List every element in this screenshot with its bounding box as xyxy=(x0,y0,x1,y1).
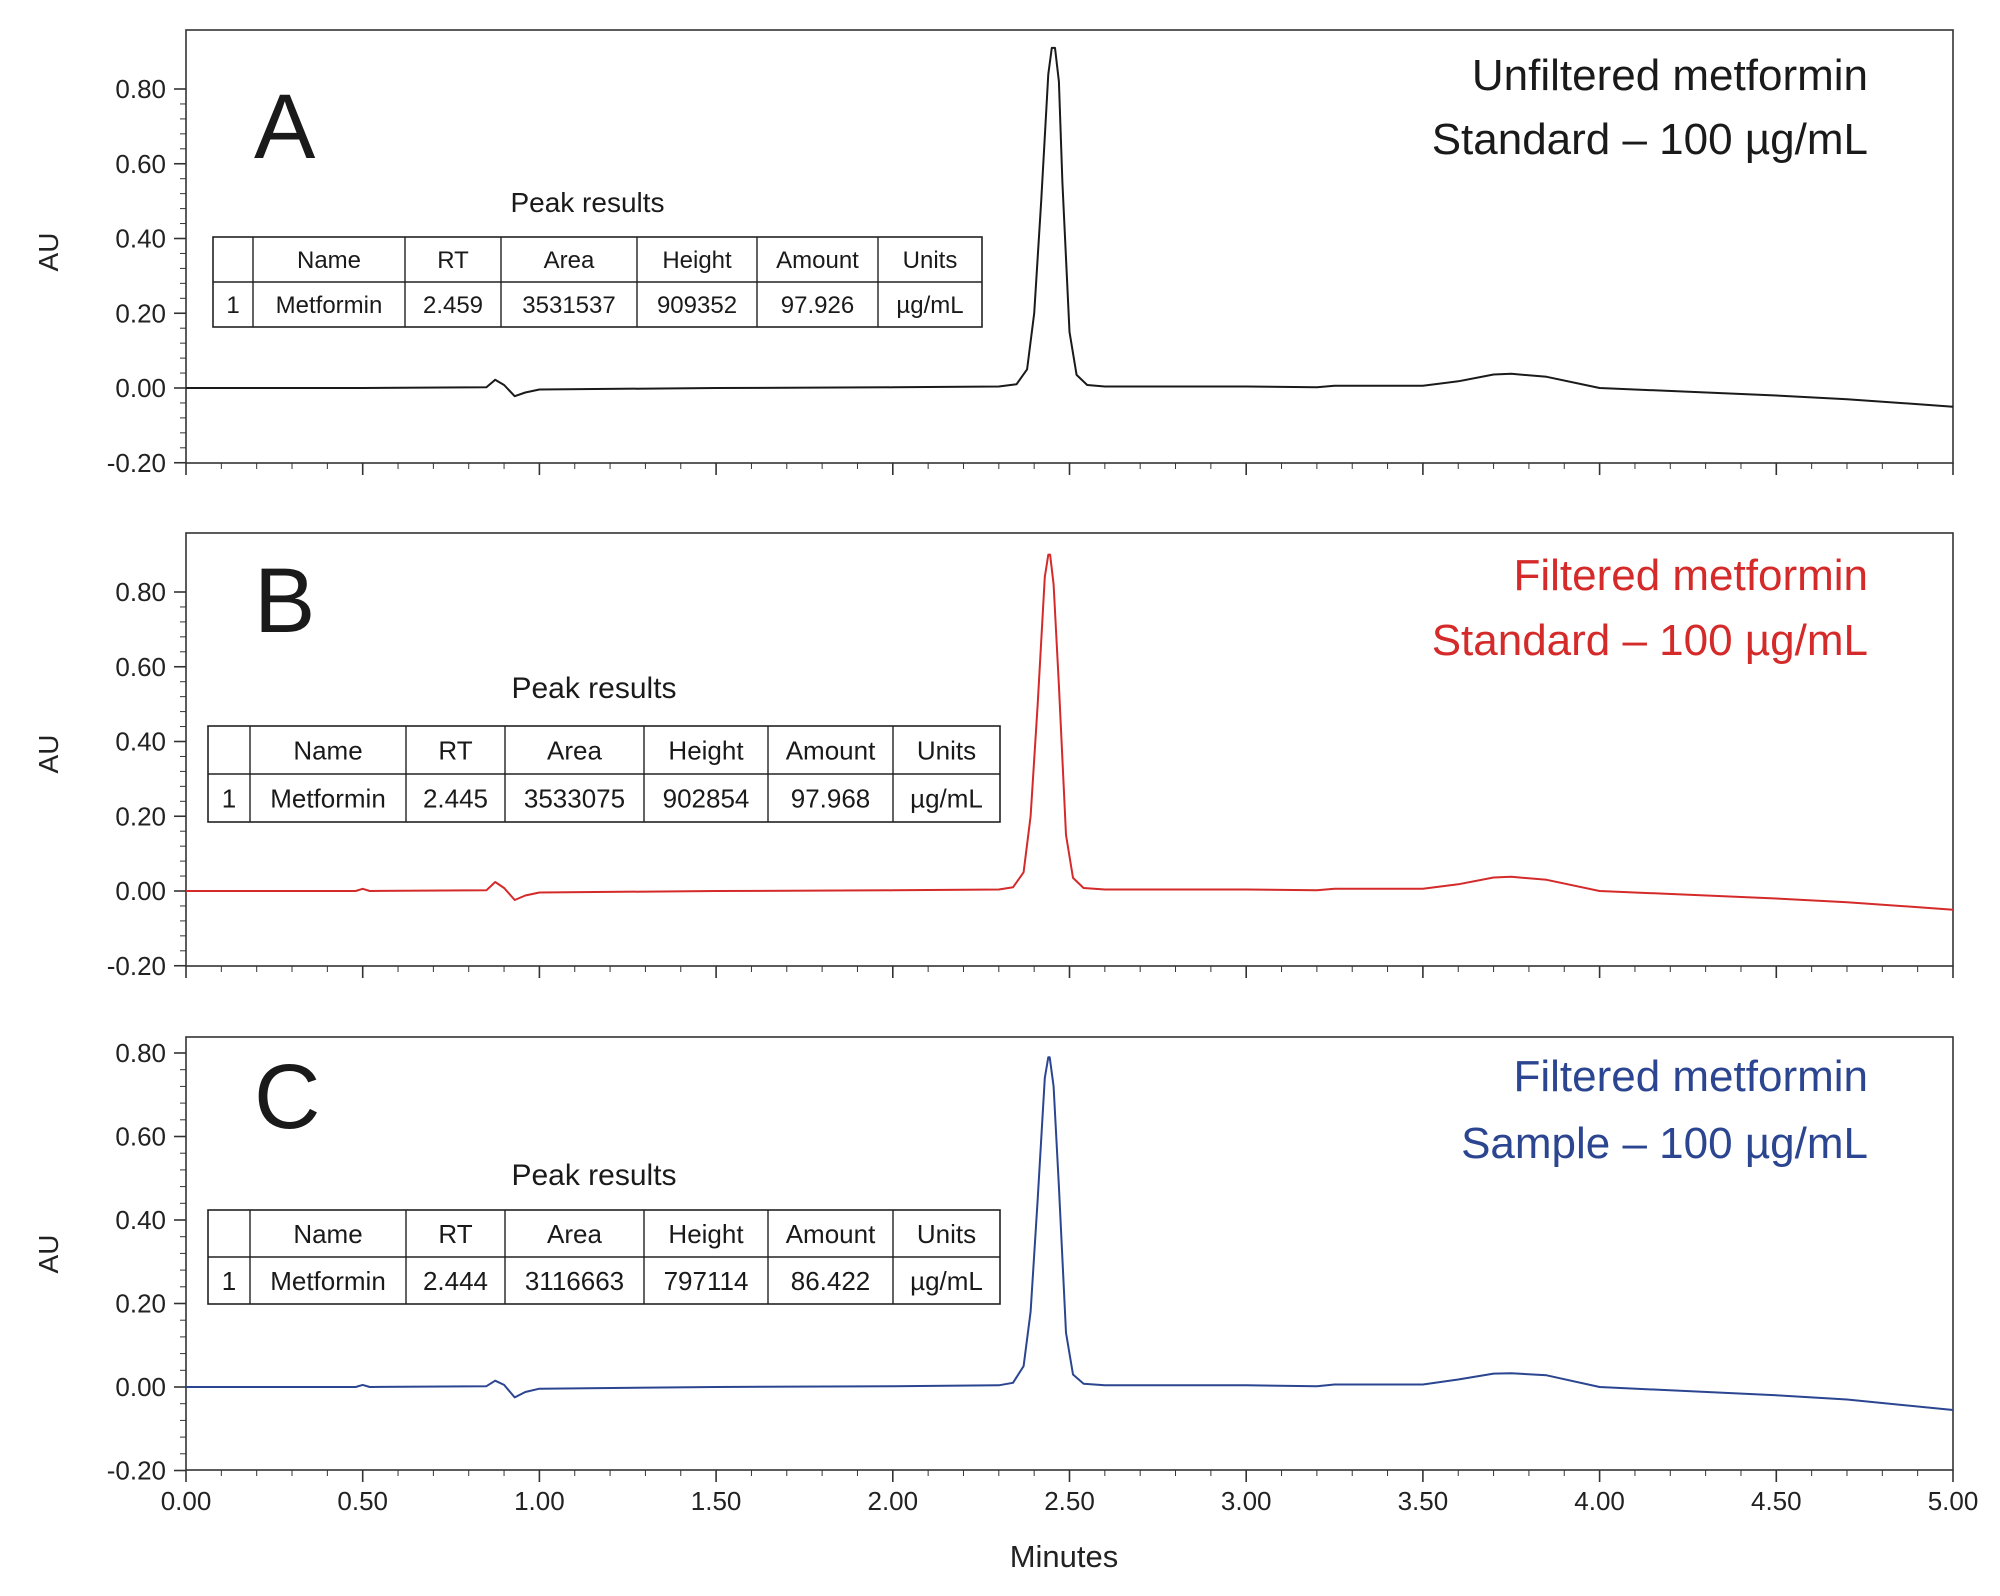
y-tick-label: 0.60 xyxy=(115,149,166,179)
y-tick-label: 0.20 xyxy=(115,298,166,328)
table-cell: 86.422 xyxy=(791,1266,871,1296)
x-tick-label: 4.50 xyxy=(1751,1486,1802,1516)
y-axis-title: AU xyxy=(33,233,64,272)
table-cell: 3533075 xyxy=(524,783,625,813)
table-header-cell: Name xyxy=(293,1219,362,1249)
chromatogram-trace xyxy=(186,46,1954,408)
table-cell: 2.445 xyxy=(423,783,488,813)
y-tick-label: 0.60 xyxy=(115,652,166,682)
table-header-cell: Amount xyxy=(786,1219,876,1249)
y-tick-label: 0.40 xyxy=(115,224,166,254)
table-header-cell: Height xyxy=(668,735,744,765)
chromatogram-trace xyxy=(186,1056,1954,1411)
table-header-cell: Amount xyxy=(776,247,859,274)
table-cell: 1 xyxy=(222,783,236,813)
table-cell: 797114 xyxy=(664,1266,749,1296)
y-tick-label: 0.80 xyxy=(115,1038,166,1068)
table-header-cell: Name xyxy=(297,247,361,274)
table-cell: Metformin xyxy=(270,783,386,813)
x-tick-label: 4.00 xyxy=(1574,1486,1625,1516)
table-cell: µg/mL xyxy=(896,292,963,319)
table-cell: 909352 xyxy=(657,292,737,319)
table-header-cell: Units xyxy=(903,247,958,274)
table-title: Peak results xyxy=(511,672,676,705)
table-header-cell: Height xyxy=(662,247,732,274)
trace-description: Sample – 100 µg/mL xyxy=(1461,1119,1868,1168)
x-tick-label: 1.50 xyxy=(691,1486,742,1516)
y-axis-title: AU xyxy=(33,1235,64,1274)
table-header-cell: Area xyxy=(544,247,595,274)
y-tick-label: 0.40 xyxy=(115,1205,166,1235)
x-tick-label: 2.00 xyxy=(867,1486,918,1516)
y-tick-label: 0.80 xyxy=(115,577,166,607)
trace-description: Filtered metformin xyxy=(1513,551,1868,600)
table-header-cell: RT xyxy=(437,247,469,274)
table-cell: 902854 xyxy=(663,783,750,813)
trace-description: Standard – 100 µg/mL xyxy=(1432,616,1868,665)
panel-a: 0.80 0.60 0.40 0.20 0.00 -0.20 AU A Unfiltered m… xyxy=(33,29,1954,478)
panel-letter: A xyxy=(254,76,316,178)
table-cell: µg/mL xyxy=(910,783,983,813)
table-header-cell: Amount xyxy=(786,735,876,765)
table-cell: 3116663 xyxy=(525,1266,624,1296)
y-tick-label: 0.40 xyxy=(115,727,166,757)
y-tick-label: 0.00 xyxy=(115,1372,166,1402)
y-axis-title: AU xyxy=(33,735,64,774)
table-header-cell: Name xyxy=(293,735,362,765)
table-header-cell: Area xyxy=(547,1219,602,1249)
table-cell: 3531537 xyxy=(522,292,615,319)
panel-letter: B xyxy=(254,550,315,652)
y-tick-label: -0.20 xyxy=(107,951,166,981)
y-tick-label: -0.20 xyxy=(107,448,166,478)
panel-letter: C xyxy=(254,1046,320,1148)
table-cell: µg/mL xyxy=(910,1266,983,1296)
x-tick-label: 1.00 xyxy=(514,1486,565,1516)
table-header-cell: Area xyxy=(547,735,602,765)
table-header-cell: RT xyxy=(438,735,472,765)
chromatogram-trace xyxy=(186,553,1954,911)
table-cell: 97.926 xyxy=(781,292,854,319)
x-tick-label: 5.00 xyxy=(1928,1486,1979,1516)
trace-description: Standard – 100 µg/mL xyxy=(1432,115,1868,164)
x-axis-title: Minutes xyxy=(1010,1539,1119,1574)
panel-b: 0.80 0.60 0.40 0.20 0.00 -0.20 AU B Filtered met… xyxy=(33,532,1954,981)
table-cell: 1 xyxy=(226,292,239,319)
y-tick-label: -0.20 xyxy=(107,1456,166,1486)
panel-c: 0.800.600.400.200.00-0.200.00 0.50 1.00 1.5… xyxy=(33,1036,1979,1516)
y-tick-label: 0.00 xyxy=(115,876,166,906)
x-tick-label: 3.00 xyxy=(1221,1486,1272,1516)
table-header-cell: RT xyxy=(438,1219,472,1249)
trace-description: Unfiltered metformin xyxy=(1472,51,1868,100)
table-title: Peak results xyxy=(511,1159,676,1192)
table-cell: Metformin xyxy=(276,292,383,319)
x-tick-label: 0.00 xyxy=(161,1486,212,1516)
table-cell: 1 xyxy=(222,1266,236,1296)
x-tick-label: 3.50 xyxy=(1398,1486,1449,1516)
y-tick-label: 0.60 xyxy=(115,1122,166,1152)
y-tick-label: 0.00 xyxy=(115,373,166,403)
table-title: Peak results xyxy=(510,187,664,218)
y-tick-label: 0.20 xyxy=(115,801,166,831)
y-tick-label: 0.80 xyxy=(115,74,166,104)
table-header-cell: Height xyxy=(668,1219,744,1249)
table-cell: Metformin xyxy=(270,1266,386,1296)
table-cell: 97.968 xyxy=(791,783,871,813)
table-cell: 2.444 xyxy=(423,1266,488,1296)
table-header-cell: Units xyxy=(917,1219,976,1249)
x-tick-label: 2.50 xyxy=(1044,1486,1095,1516)
x-tick-label: 0.50 xyxy=(337,1486,388,1516)
y-tick-label: 0.20 xyxy=(115,1289,166,1319)
table-cell: 2.459 xyxy=(423,292,483,319)
trace-description: Filtered metformin xyxy=(1513,1052,1868,1101)
table-header-cell: Units xyxy=(917,735,976,765)
